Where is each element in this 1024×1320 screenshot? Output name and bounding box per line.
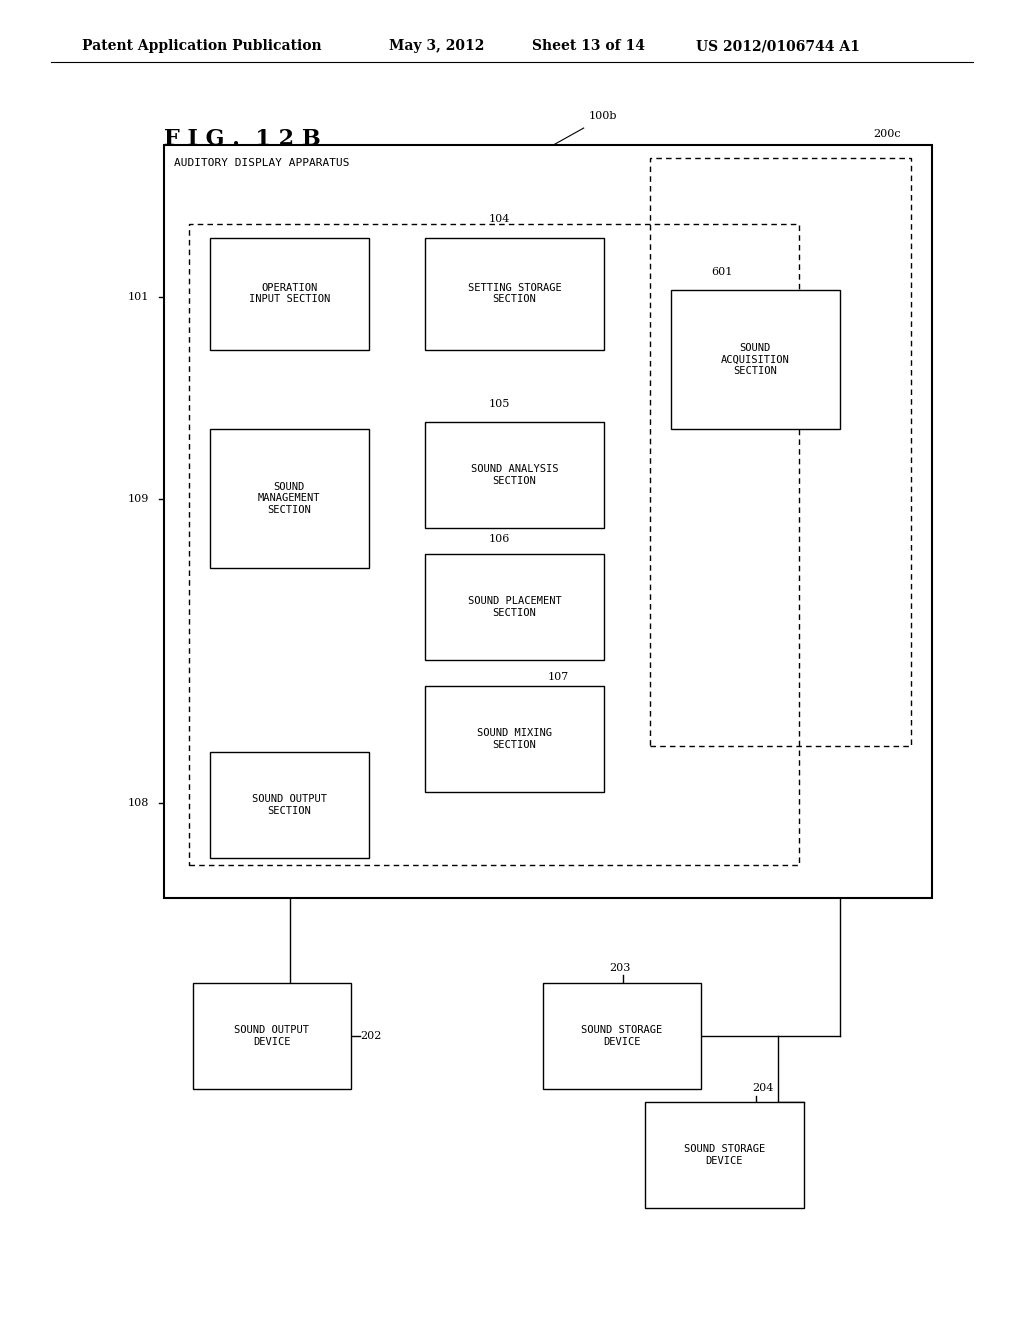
FancyBboxPatch shape xyxy=(425,686,604,792)
Text: SOUND OUTPUT
SECTION: SOUND OUTPUT SECTION xyxy=(252,795,327,816)
Text: 109: 109 xyxy=(128,494,150,504)
Text: SOUND OUTPUT
DEVICE: SOUND OUTPUT DEVICE xyxy=(234,1026,309,1047)
Text: 101: 101 xyxy=(128,292,150,302)
FancyBboxPatch shape xyxy=(193,983,351,1089)
Text: SOUND STORAGE
DEVICE: SOUND STORAGE DEVICE xyxy=(684,1144,765,1166)
Text: 601: 601 xyxy=(712,267,733,277)
Text: 200c: 200c xyxy=(873,128,901,139)
FancyBboxPatch shape xyxy=(210,238,369,350)
Text: SETTING STORAGE
SECTION: SETTING STORAGE SECTION xyxy=(468,282,561,305)
Text: SOUND
ACQUISITION
SECTION: SOUND ACQUISITION SECTION xyxy=(721,343,790,376)
Text: 204: 204 xyxy=(753,1082,774,1093)
FancyBboxPatch shape xyxy=(425,422,604,528)
Text: SOUND PLACEMENT
SECTION: SOUND PLACEMENT SECTION xyxy=(468,597,561,618)
Text: US 2012/0106744 A1: US 2012/0106744 A1 xyxy=(696,40,860,53)
Text: SOUND
MANAGEMENT
SECTION: SOUND MANAGEMENT SECTION xyxy=(258,482,321,515)
Text: SOUND MIXING
SECTION: SOUND MIXING SECTION xyxy=(477,729,552,750)
Text: 108: 108 xyxy=(128,797,150,808)
Text: OPERATION
INPUT SECTION: OPERATION INPUT SECTION xyxy=(249,282,330,305)
Text: SOUND ANALYSIS
SECTION: SOUND ANALYSIS SECTION xyxy=(471,465,558,486)
FancyBboxPatch shape xyxy=(210,429,369,568)
Text: SOUND STORAGE
DEVICE: SOUND STORAGE DEVICE xyxy=(582,1026,663,1047)
Text: 203: 203 xyxy=(609,962,631,973)
Text: 104: 104 xyxy=(488,214,510,224)
Text: Patent Application Publication: Patent Application Publication xyxy=(82,40,322,53)
FancyBboxPatch shape xyxy=(425,238,604,350)
Text: 202: 202 xyxy=(360,1031,382,1041)
FancyBboxPatch shape xyxy=(671,290,840,429)
Text: 105: 105 xyxy=(488,399,510,409)
Text: May 3, 2012: May 3, 2012 xyxy=(389,40,484,53)
FancyBboxPatch shape xyxy=(425,554,604,660)
Text: Sheet 13 of 14: Sheet 13 of 14 xyxy=(532,40,645,53)
FancyBboxPatch shape xyxy=(645,1102,804,1208)
FancyBboxPatch shape xyxy=(543,983,701,1089)
Text: 107: 107 xyxy=(548,672,569,682)
Text: 106: 106 xyxy=(488,533,510,544)
Text: 100b: 100b xyxy=(589,111,617,121)
Text: F I G .  1 2 B: F I G . 1 2 B xyxy=(164,128,321,149)
FancyBboxPatch shape xyxy=(210,752,369,858)
FancyBboxPatch shape xyxy=(164,145,932,898)
Text: AUDITORY DISPLAY APPARATUS: AUDITORY DISPLAY APPARATUS xyxy=(174,158,349,169)
